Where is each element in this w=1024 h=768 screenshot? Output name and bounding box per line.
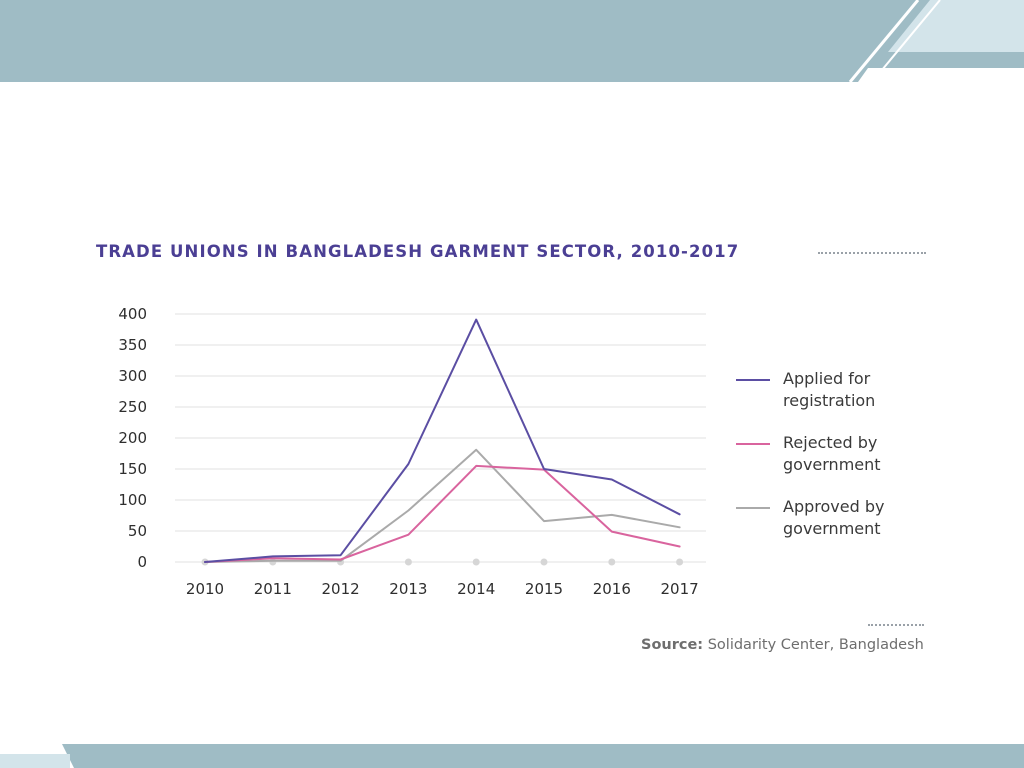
source-note: Source: Solidarity Center, Bangladesh <box>641 637 924 653</box>
x-tick-marker <box>676 558 684 566</box>
y-tick-label: 400 <box>118 305 147 323</box>
series-line-rejected <box>204 464 681 563</box>
legend-label-line: Applied for <box>783 369 871 388</box>
chart-legend: Applied for registration Rejected by gov… <box>736 368 936 560</box>
y-tick-label: 350 <box>118 336 147 354</box>
y-tick-label: 300 <box>118 367 147 385</box>
footer-band-fill <box>62 744 1024 768</box>
footer-band-light <box>0 754 70 768</box>
source-dotted-line <box>868 624 924 626</box>
legend-item-approved: Approved by government <box>736 496 936 560</box>
header-band-accent <box>888 0 1024 52</box>
x-tick-marker <box>472 558 480 566</box>
x-tick-label: 2011 <box>254 580 292 598</box>
y-tick-label: 200 <box>118 429 147 447</box>
chart-title: TRADE UNIONS IN BANGLADESH GARMENT SECTO… <box>96 242 740 261</box>
x-tick-marker <box>608 558 616 566</box>
legend-swatch-rejected <box>736 443 770 445</box>
header-band-fill <box>0 0 1024 82</box>
source-text: Solidarity Center, Bangladesh <box>707 637 924 653</box>
y-tick-label: 250 <box>118 398 147 416</box>
legend-item-applied: Applied for registration <box>736 368 936 432</box>
series-line-applied <box>204 318 681 563</box>
title-dotted-line <box>818 252 926 254</box>
header-notch <box>858 68 1024 82</box>
legend-label-applied: Applied for registration <box>783 368 933 412</box>
y-tick-label: 50 <box>128 522 147 540</box>
x-tick-label: 2016 <box>593 580 631 598</box>
y-tick-label: 100 <box>118 491 147 509</box>
x-tick-marker <box>540 558 548 566</box>
x-tick-label: 2010 <box>186 580 224 598</box>
legend-label-line: registration <box>783 391 876 410</box>
y-tick-label: 0 <box>137 553 147 571</box>
legend-label-rejected: Rejected by government <box>783 432 933 476</box>
legend-label-approved: Approved by government <box>783 496 933 540</box>
legend-label-line: government <box>783 455 881 474</box>
series-line-approved <box>204 448 681 563</box>
x-tick-marker <box>404 558 412 566</box>
legend-swatch-applied <box>736 379 770 381</box>
legend-label-line: Approved by <box>783 497 885 516</box>
x-tick-label: 2013 <box>389 580 427 598</box>
header-band <box>0 0 1024 82</box>
legend-swatch-approved <box>736 507 770 509</box>
x-tick-label: 2012 <box>322 580 360 598</box>
legend-label-line: Rejected by <box>783 433 878 452</box>
footer-band <box>0 744 1024 768</box>
legend-item-rejected: Rejected by government <box>736 432 936 496</box>
source-label: Source: <box>641 637 704 653</box>
header-stripe <box>848 0 920 82</box>
legend-label-line: government <box>783 519 881 538</box>
x-tick-label: 2015 <box>525 580 563 598</box>
x-tick-marker <box>269 558 277 566</box>
x-tick-label: 2014 <box>457 580 495 598</box>
y-tick-label: 150 <box>118 460 147 478</box>
x-tick-label: 2017 <box>661 580 699 598</box>
